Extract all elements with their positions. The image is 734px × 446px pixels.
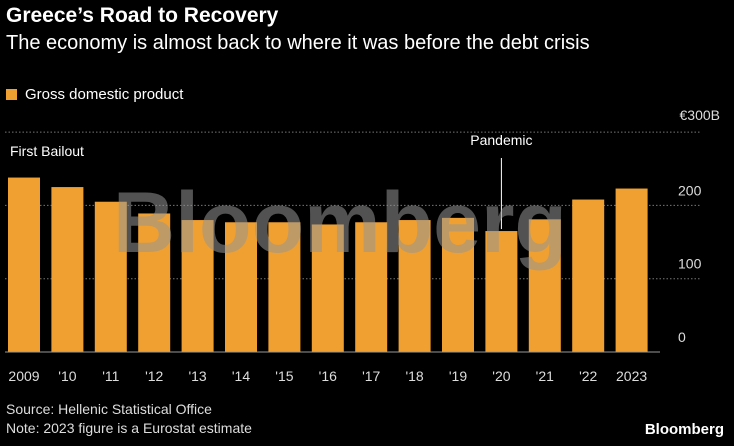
- chart-title: Greece’s Road to Recovery: [6, 4, 279, 27]
- x-tick-label: '19: [449, 368, 467, 384]
- x-tick-label: '11: [102, 368, 119, 384]
- legend-label: Gross domestic product: [25, 86, 184, 103]
- bar-'11: [94, 201, 127, 352]
- brand-logo: Bloomberg: [644, 421, 724, 438]
- bar-'18: [398, 220, 431, 352]
- bar-2009: [8, 177, 40, 352]
- bar-'14: [225, 222, 257, 352]
- bar-'19: [442, 217, 474, 352]
- x-tick-label: 2023: [616, 368, 647, 384]
- x-tick-label: '14: [232, 368, 250, 384]
- legend-swatch: [6, 89, 17, 100]
- x-tick-label: '15: [275, 368, 293, 384]
- x-tick-label: 2009: [8, 368, 39, 384]
- x-tick-label: '12: [145, 368, 163, 384]
- x-tick-label: '17: [362, 368, 380, 384]
- x-tick-label: '13: [188, 368, 206, 384]
- annotation-pandemic: Pandemic: [470, 132, 532, 148]
- bar-'12: [138, 213, 171, 352]
- y-tick-label: €300B: [680, 107, 720, 123]
- x-tick-label: '20: [492, 368, 510, 384]
- y-tick-label: 0: [678, 329, 686, 345]
- bar-'20: [485, 231, 518, 352]
- source-note: Source: Hellenic Statistical Office: [6, 401, 212, 417]
- x-tick-label: '18: [405, 368, 423, 384]
- y-tick-label: 200: [678, 182, 702, 198]
- y-tick-label: 100: [678, 256, 702, 272]
- bar-'10: [51, 187, 84, 352]
- bar-'13: [181, 220, 214, 352]
- footnote: Note: 2023 figure is a Eurostat estimate: [6, 420, 252, 436]
- bar-'21: [528, 219, 561, 352]
- annotation-first-bailout: First Bailout: [10, 143, 84, 159]
- x-tick-label: '21: [536, 368, 554, 384]
- legend: Gross domestic product: [6, 86, 183, 103]
- bar-'15: [268, 222, 301, 352]
- x-tick-label: '22: [579, 368, 597, 384]
- bar-'22: [572, 199, 605, 352]
- x-tick-label: '16: [319, 368, 337, 384]
- bar-'16: [311, 224, 344, 352]
- bar-'17: [355, 222, 388, 352]
- chart-subtitle: The economy is almost back to where it w…: [6, 32, 590, 54]
- x-tick-label: '10: [58, 368, 76, 384]
- bar-2023: [615, 188, 648, 352]
- watermark: Bloomberg: [113, 175, 567, 271]
